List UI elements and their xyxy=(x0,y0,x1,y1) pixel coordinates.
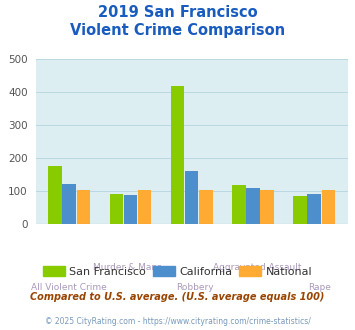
Bar xyxy=(185,171,198,224)
Bar xyxy=(246,188,260,224)
Text: Robbery: Robbery xyxy=(176,283,213,292)
Bar xyxy=(77,190,90,224)
Text: 2019 San Francisco: 2019 San Francisco xyxy=(98,5,257,20)
Bar xyxy=(138,190,151,224)
Text: Murder & Mans...: Murder & Mans... xyxy=(93,263,170,272)
Bar xyxy=(322,190,335,224)
Bar xyxy=(48,166,62,224)
Bar xyxy=(293,196,307,224)
Text: All Violent Crime: All Violent Crime xyxy=(31,283,107,292)
Bar xyxy=(124,195,137,224)
Text: Aggravated Assault: Aggravated Assault xyxy=(213,263,301,272)
Bar xyxy=(171,86,184,224)
Legend: San Francisco, California, National: San Francisco, California, National xyxy=(38,261,317,281)
Text: © 2025 CityRating.com - https://www.cityrating.com/crime-statistics/: © 2025 CityRating.com - https://www.city… xyxy=(45,317,310,326)
Text: Violent Crime Comparison: Violent Crime Comparison xyxy=(70,23,285,38)
Bar xyxy=(62,184,76,224)
Text: Rape: Rape xyxy=(308,283,331,292)
Bar xyxy=(307,194,321,224)
Bar xyxy=(110,194,123,224)
Bar xyxy=(199,190,213,224)
Bar xyxy=(232,185,246,224)
Bar xyxy=(260,190,274,224)
Text: Compared to U.S. average. (U.S. average equals 100): Compared to U.S. average. (U.S. average … xyxy=(30,292,325,302)
